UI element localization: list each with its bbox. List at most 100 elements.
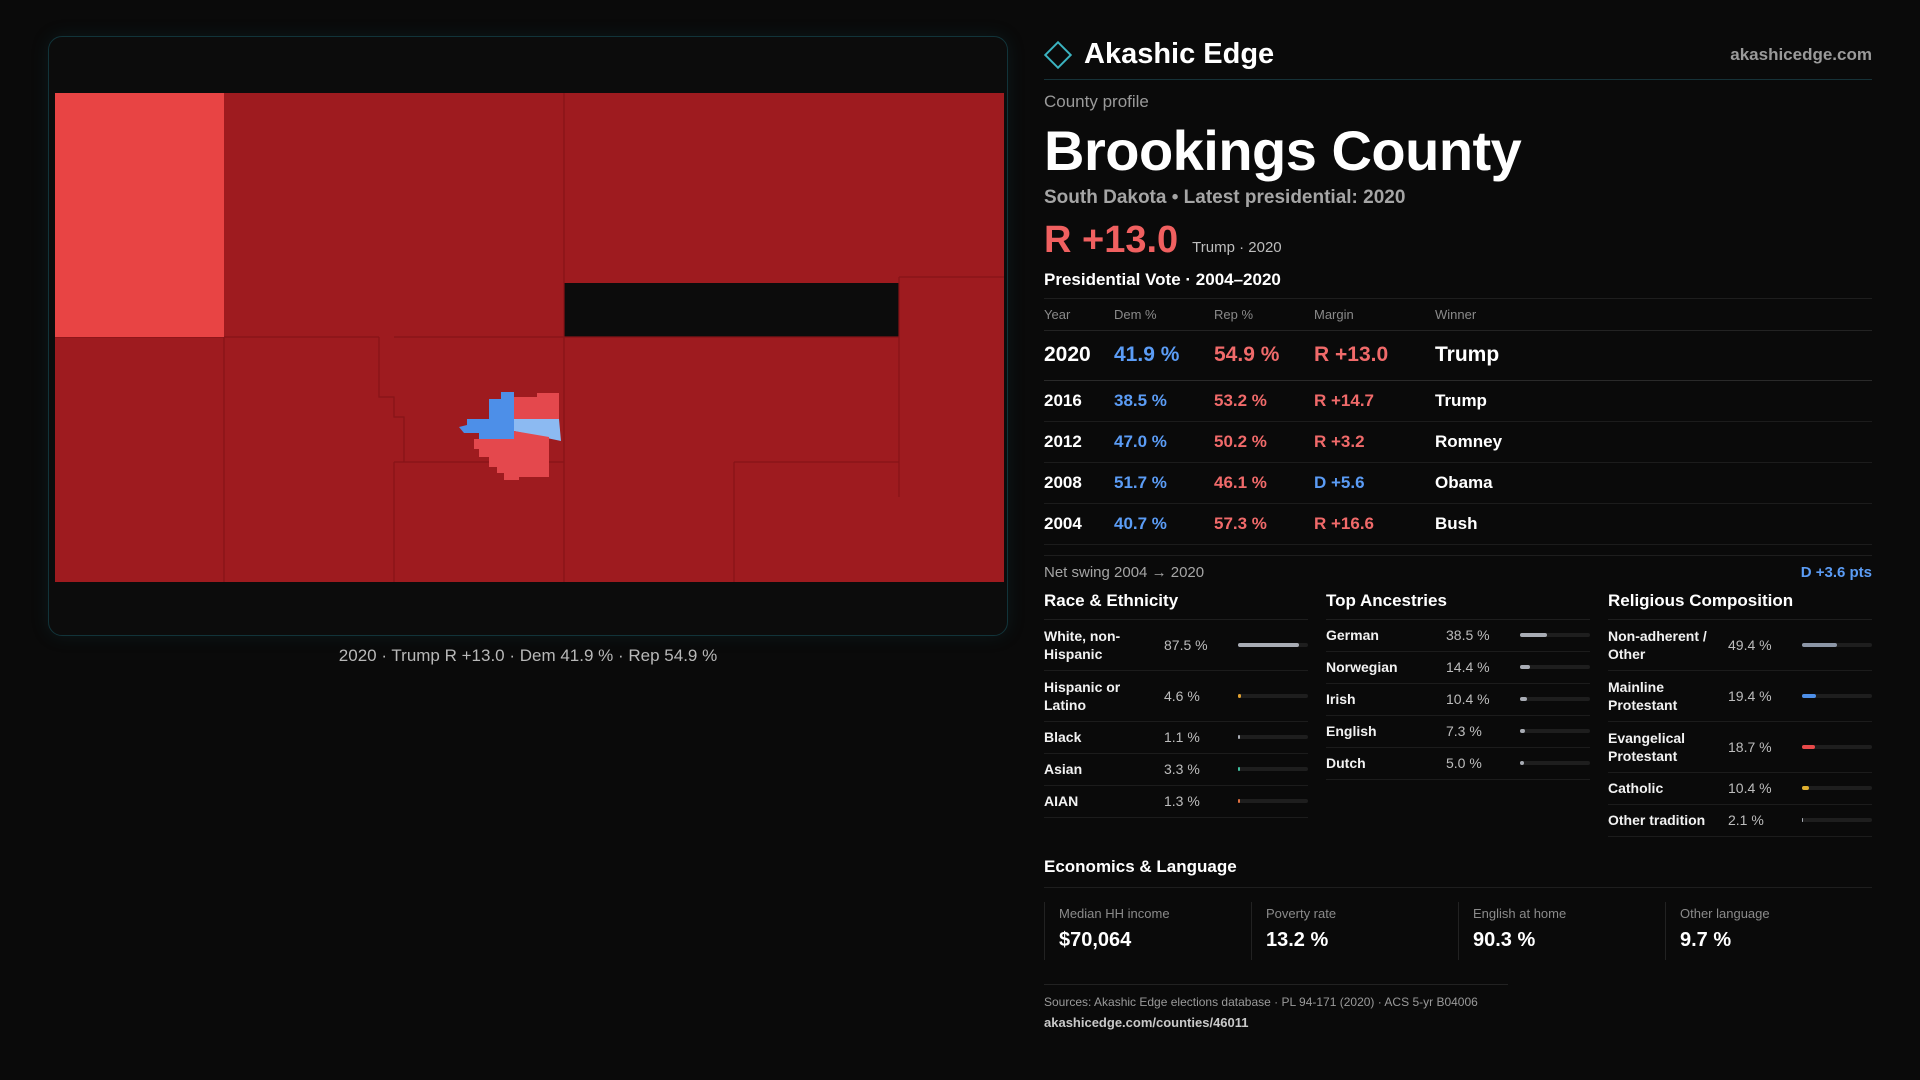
profile-subtitle: South Dakota • Latest presidential: 2020 [1044,187,1406,208]
city-precinct-rep-south[interactable] [474,431,549,480]
winner-cell: Obama [1435,462,1872,504]
item-bar-fill [1802,786,1810,790]
stat-label: English at home [1473,905,1567,921]
margin-note: Trump · 2020 [1192,239,1282,256]
year-cell: 2020 [1044,330,1114,381]
item-pct: 10.4 % [1728,780,1772,796]
table-row: 2020 41.9 % 54.9 % R +13.0 Trump [1044,330,1872,381]
dem-cell: 38.5 % [1114,380,1214,422]
rep-cell: 50.2 % [1214,421,1314,463]
item-bar-fill [1802,693,1816,698]
year-cell: 2004 [1044,503,1114,545]
dem-cell: 40.7 % [1114,503,1214,545]
item-bar-fill [1238,642,1300,647]
item-pct: 1.1 % [1164,729,1200,745]
brand-site-link[interactable]: akashicedge.com [1730,44,1872,64]
dem-cell: 47.0 % [1114,421,1214,463]
net-swing-label: Net swing 2004 → 2020 [1044,563,1205,581]
item-label: Evangelical Protestant [1608,729,1686,764]
item-bar [1520,761,1590,765]
top-ancestries-section: Top Ancestries German 38.5 % Norwegian 1… [1326,591,1590,837]
precinct-south-center[interactable] [394,462,564,582]
column-header-winner: Winner [1435,299,1872,331]
table-row: 2004 40.7 % 57.3 % R +16.6 Bush [1044,503,1872,545]
page-title: Brookings County [1044,119,1522,182]
margin-cell: R +16.6 [1314,503,1435,545]
net-swing-value: D +3.6 pts [1800,563,1872,581]
precinct-east[interactable] [899,277,1004,582]
item-pct: 87.5 % [1164,636,1208,653]
demographics-grid: Race & Ethnicity White, non-Hispanic 87.… [1044,591,1872,837]
rep-cell: 57.3 % [1214,503,1314,545]
stat-value: 90.3 % [1473,928,1536,951]
item-bar [1802,693,1872,698]
table-row: 2016 38.5 % 53.2 % R +14.7 Trump [1044,380,1872,422]
city-precinct-dem-north[interactable] [489,392,514,419]
list-item: White, non-Hispanic 87.5 % [1044,620,1308,671]
stat-value: $70,064 [1059,928,1132,951]
item-pct: 7.3 % [1446,723,1482,739]
stat-value: 9.7 % [1680,928,1732,951]
section-title: Top Ancestries [1326,591,1590,620]
dem-cell: 41.9 % [1114,330,1214,381]
item-label: Mainline Protestant [1608,678,1678,713]
stat-english-at-home: English at home 90.3 % [1458,901,1665,960]
precinct-layer [55,93,1004,582]
economics-title: Economics & Language [1044,857,1872,888]
county-permalink[interactable]: akashicedge.com/counties/46011 [1044,1014,1249,1030]
precinct-south-mid[interactable] [564,462,734,582]
item-bar-fill [1238,735,1240,739]
map-caption: 2020 · Trump R +13.0 · Dem 41.9 % · Rep … [338,646,718,665]
item-bar-fill [1520,665,1531,669]
item-bar-fill [1802,642,1837,647]
diamond-logo-icon [1043,40,1073,69]
net-swing: Net swing 2004 → 2020 D +3.6 pts [1044,554,1872,581]
stat-median-income: Median HH income $70,064 [1044,901,1251,960]
precinct-north-center[interactable] [224,93,564,338]
item-label: English [1326,723,1377,739]
table-row: 2008 51.7 % 46.1 % D +5.6 Obama [1044,462,1872,504]
rep-cell: 46.1 % [1214,462,1314,504]
profile-kicker: County profile [1044,92,1149,111]
item-pct: 4.6 % [1164,687,1200,704]
column-header-year: Year [1044,299,1114,331]
year-cell: 2008 [1044,462,1114,504]
item-label: White, non-Hispanic [1044,627,1121,662]
city-precinct-rep-north[interactable] [514,393,559,419]
item-bar [1802,786,1872,790]
race-ethnicity-section: Race & Ethnicity White, non-Hispanic 87.… [1044,591,1308,837]
list-item: Dutch 5.0 % [1326,748,1590,780]
precinct-west[interactable] [55,337,225,582]
precinct-north-east[interactable] [564,93,1004,283]
list-item: Catholic 10.4 % [1608,773,1872,805]
rep-cell: 53.2 % [1214,380,1314,422]
item-bar-fill [1238,799,1240,803]
city-precincts [459,392,561,480]
item-label: AIAN [1044,793,1079,809]
stat-poverty-rate: Poverty rate 13.2 % [1251,901,1458,960]
column-header-rep: Rep % [1214,299,1314,331]
stat-label: Median HH income [1059,905,1170,921]
item-bar [1802,818,1872,822]
item-bar [1238,642,1308,647]
list-item: Mainline Protestant 19.4 % [1608,671,1872,722]
precinct-south-east[interactable] [734,462,904,582]
year-cell: 2016 [1044,380,1114,422]
list-item: Non-adherent / Other 49.4 % [1608,620,1872,671]
county-map[interactable] [49,37,1008,636]
vote-history-table: Year Dem % Rep % Margin Winner 2020 41.9… [1044,299,1872,545]
list-item: Hispanic or Latino 4.6 % [1044,671,1308,722]
item-label: Asian [1044,761,1083,777]
city-precinct-dem-west[interactable] [459,419,514,439]
item-pct: 10.4 % [1446,691,1490,707]
city-precinct-dem-east[interactable] [514,419,561,441]
item-bar [1520,665,1590,669]
item-bar [1238,693,1308,698]
section-title: Race & Ethnicity [1044,591,1308,620]
item-pct: 1.3 % [1164,793,1200,809]
county-map-panel[interactable] [48,36,1008,636]
precinct-south-west[interactable] [224,337,394,582]
precinct-north-west[interactable] [55,93,224,337]
brand[interactable]: Akashic Edge [1043,38,1274,71]
item-bar-fill [1520,697,1528,701]
